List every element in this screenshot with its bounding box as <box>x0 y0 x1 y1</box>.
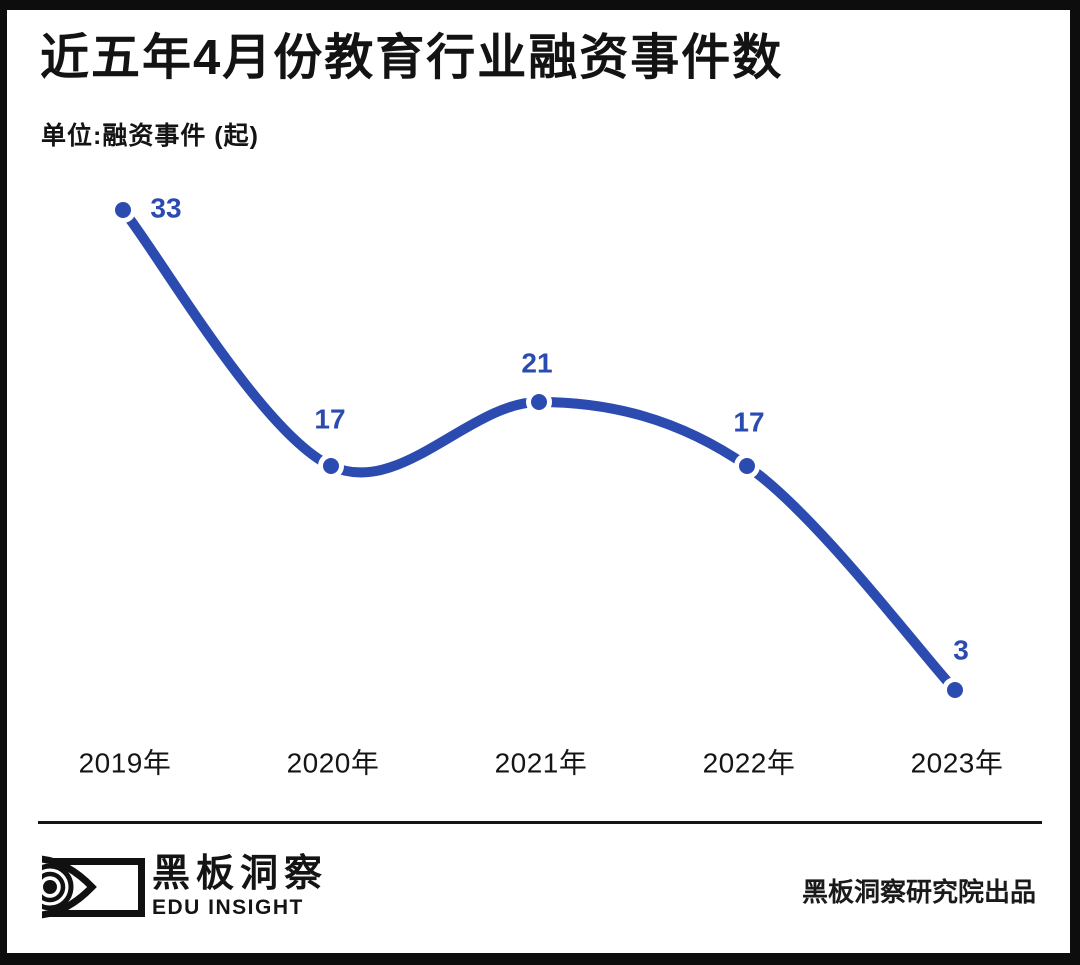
data-point-group: 33 2019年 <box>79 193 182 779</box>
frame-border-left <box>0 0 7 965</box>
brand-subtitle: EDU INSIGHT <box>152 896 304 919</box>
data-point-dot <box>531 394 547 410</box>
x-axis-label: 2020年 <box>287 748 380 779</box>
unit-label: 单位:融资事件 (起) <box>41 122 259 150</box>
data-point-value: 3 <box>953 635 969 666</box>
data-point-group: 21 2021年 <box>495 348 588 779</box>
data-point-group: 17 2022年 <box>703 407 796 779</box>
data-point-value: 17 <box>314 404 345 435</box>
trend-line <box>118 205 960 695</box>
eye-logo-icon <box>42 855 145 919</box>
data-point-value: 17 <box>733 407 764 438</box>
brand-name: 黑板洞察 <box>152 853 329 895</box>
x-axis-label: 2019年 <box>79 748 172 779</box>
page-title: 近五年4月份教育行业融资事件数 <box>40 31 784 85</box>
data-point-dot <box>323 458 339 474</box>
x-axis-label: 2021年 <box>495 748 588 779</box>
frame-border-right <box>1070 0 1080 965</box>
data-point-dot <box>947 682 963 698</box>
x-axis-label: 2023年 <box>911 748 1004 779</box>
x-axis-label: 2022年 <box>703 748 796 779</box>
data-point-group: 17 2020年 <box>287 404 380 779</box>
credit-text: 黑板洞察研究院出品 <box>801 877 1036 907</box>
brand-block: 黑板洞察 EDU INSIGHT <box>152 853 328 920</box>
data-point-dot <box>739 458 755 474</box>
data-point-group: 3 2023年 <box>911 635 1004 779</box>
data-point-value: 33 <box>150 193 181 224</box>
frame-border-top <box>0 0 1080 10</box>
data-point-dot <box>115 202 131 218</box>
footer-divider <box>38 821 1042 824</box>
frame-border-bottom <box>0 953 1080 965</box>
data-point-value: 21 <box>521 348 552 379</box>
